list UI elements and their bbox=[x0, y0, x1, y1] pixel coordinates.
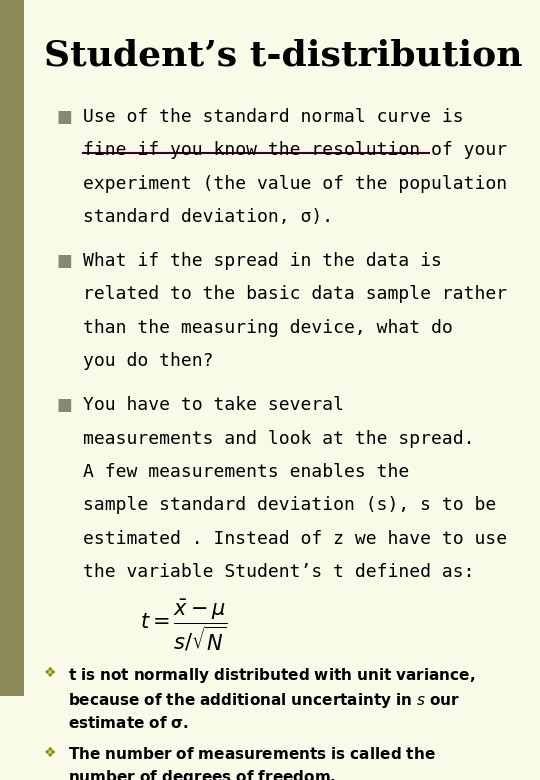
Text: ■: ■ bbox=[57, 252, 73, 270]
Text: you do then?: you do then? bbox=[83, 353, 214, 370]
Text: standard deviation, σ).: standard deviation, σ). bbox=[83, 208, 333, 226]
Text: estimated . Instead of z we have to use: estimated . Instead of z we have to use bbox=[83, 530, 508, 548]
Text: $\bf{The\ number\ of\ measurements\ is\ called\ the}$
$\bf{number\ of\ degrees\ : $\bf{The\ number\ of\ measurements\ is\ … bbox=[68, 746, 436, 780]
Text: ■: ■ bbox=[57, 396, 73, 414]
Text: $t = \dfrac{\bar{x} - \mu}{s/\sqrt{N}}$: $t = \dfrac{\bar{x} - \mu}{s/\sqrt{N}}$ bbox=[140, 597, 227, 653]
Text: Use of the standard normal curve is: Use of the standard normal curve is bbox=[83, 108, 464, 126]
Text: related to the basic data sample rather: related to the basic data sample rather bbox=[83, 285, 508, 303]
Text: $\bf{t\ is\ not\ normally\ distributed\ with\ unit\ variance,}$
$\bf{because\ of: $\bf{t\ is\ not\ normally\ distributed\ … bbox=[68, 666, 475, 731]
FancyBboxPatch shape bbox=[0, 0, 24, 697]
Text: Student’s t-distribution: Student’s t-distribution bbox=[44, 38, 522, 73]
Text: ■: ■ bbox=[57, 108, 73, 126]
Text: ❖: ❖ bbox=[44, 666, 56, 680]
Text: the variable Student’s t defined as:: the variable Student’s t defined as: bbox=[83, 563, 475, 581]
Text: A few measurements enables the: A few measurements enables the bbox=[83, 463, 409, 481]
Text: ❖: ❖ bbox=[44, 746, 56, 760]
Text: What if the spread in the data is: What if the spread in the data is bbox=[83, 252, 442, 270]
Text: fine if you know the resolution of your: fine if you know the resolution of your bbox=[83, 141, 508, 159]
Text: experiment (the value of the population: experiment (the value of the population bbox=[83, 175, 508, 193]
Text: than the measuring device, what do: than the measuring device, what do bbox=[83, 319, 453, 337]
Text: sample standard deviation (s), s to be: sample standard deviation (s), s to be bbox=[83, 496, 496, 514]
Text: You have to take several: You have to take several bbox=[83, 396, 344, 414]
Text: measurements and look at the spread.: measurements and look at the spread. bbox=[83, 430, 475, 448]
